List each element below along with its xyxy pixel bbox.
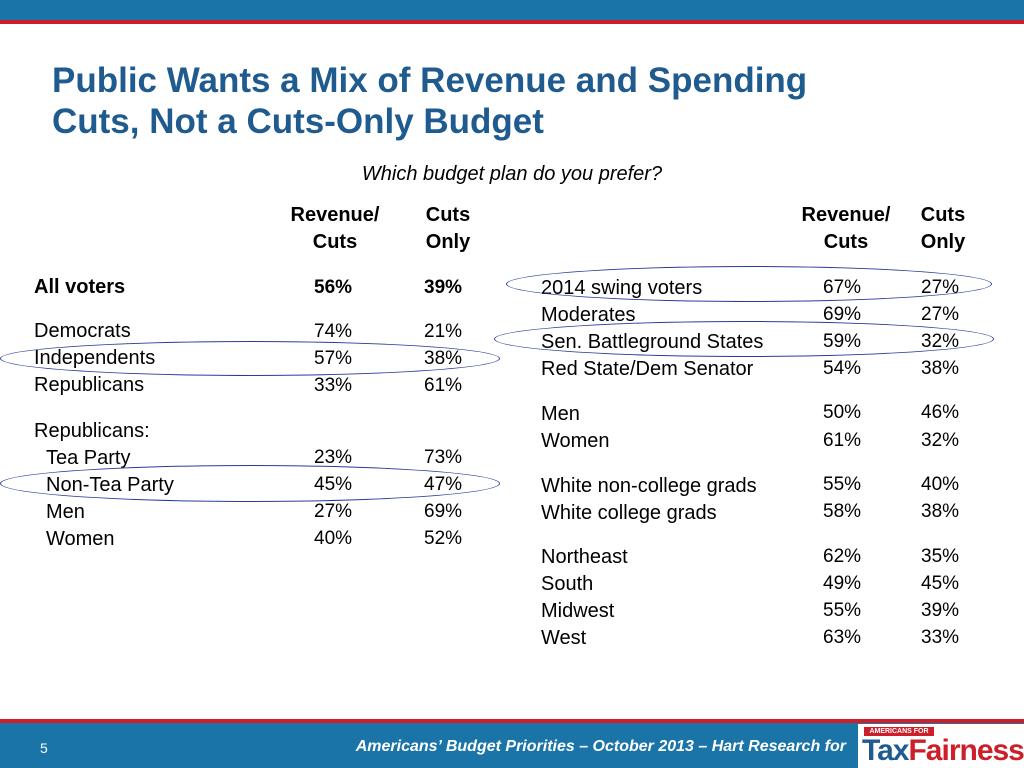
right-row-label: Midwest [541, 600, 615, 622]
right-row-cuts: 40% [921, 474, 960, 495]
right-row-revenue: 62% [823, 546, 862, 567]
left-row-revenue: 23% [314, 447, 353, 468]
left-row-label: Tea Party [46, 447, 131, 469]
highlight-ellipse-non-tea-party [0, 465, 500, 502]
right-row-cuts: 33% [921, 627, 960, 648]
title-line-2: Cuts, Not a Cuts-Only Budget [52, 102, 544, 141]
right-row-label: Red State/Dem Senator [541, 358, 754, 380]
right-row-revenue: 55% [823, 474, 862, 495]
right-row-label: Women [541, 430, 610, 452]
left-row-label: Women [46, 528, 115, 550]
right-row-revenue: 58% [823, 501, 862, 522]
right-row-revenue: 63% [823, 627, 862, 648]
left-row-cuts: 39% [424, 277, 463, 298]
right-row-revenue: 50% [823, 402, 862, 423]
right-row-revenue: 55% [823, 600, 862, 621]
right-row-cuts: 45% [921, 573, 960, 594]
left-header-revenue-line2: Cuts [312, 231, 358, 253]
logo-tax: Tax [862, 734, 909, 767]
left-row-cuts: 73% [424, 447, 463, 468]
left-row-cuts: 21% [424, 321, 463, 342]
left-header-cuts-line1: Cuts [425, 204, 471, 226]
right-row-label: South [541, 573, 594, 595]
logo-wordmark: TaxFairness [862, 734, 1024, 768]
tax-fairness-logo: AMERICANS FOR TaxFairness [858, 724, 1024, 768]
left-row-revenue: 33% [314, 375, 353, 396]
right-row-revenue: 61% [823, 430, 862, 451]
slide-title: Public Wants a Mix of Revenue and Spendi… [52, 60, 992, 142]
right-row-cuts: 39% [921, 600, 960, 621]
footer-bar [0, 723, 1024, 768]
left-row-label: Democrats [34, 320, 131, 342]
left-row-label: Republicans [34, 374, 145, 396]
right-row-label: White non-college grads [541, 475, 757, 497]
right-header-cuts-line1: Cuts [920, 204, 966, 226]
left-row-revenue: 74% [314, 321, 353, 342]
page-number: 5 [40, 740, 48, 756]
left-row-revenue: 27% [314, 501, 353, 522]
right-row-revenue: 54% [823, 358, 862, 379]
right-header-revenue-line2: Cuts [823, 231, 869, 253]
right-row-revenue: 49% [823, 573, 862, 594]
left-row-cuts: 69% [424, 501, 463, 522]
highlight-ellipse-battleground [494, 321, 994, 357]
footer-text: Americans’ Budget Priorities – October 2… [355, 738, 846, 755]
left-row-cuts: 61% [424, 375, 463, 396]
highlight-ellipse-swing-voters [506, 266, 992, 302]
left-group-label: Republicans: [34, 420, 150, 442]
logo-top-text: AMERICANS FOR [864, 727, 934, 736]
title-line-1: Public Wants a Mix of Revenue and Spendi… [52, 61, 808, 100]
right-row-cuts: 38% [921, 358, 960, 379]
right-header-cuts: Cuts Only [905, 202, 981, 256]
logo-fairness: Fairness [908, 734, 1024, 767]
right-row-label: Moderates [541, 304, 636, 326]
left-row-cuts: 52% [424, 528, 463, 549]
left-header-revenue: Revenue/ Cuts [280, 202, 390, 256]
right-row-label: Northeast [541, 546, 628, 568]
right-row-revenue: 69% [823, 304, 862, 325]
right-row-cuts: 38% [921, 501, 960, 522]
right-header-cuts-line2: Only [920, 231, 966, 253]
right-row-label: West [541, 627, 587, 649]
left-header-revenue-line1: Revenue/ [290, 204, 380, 226]
right-row-cuts: 27% [921, 304, 960, 325]
survey-question: Which budget plan do you prefer? [361, 163, 663, 185]
left-row-label: Men [46, 501, 85, 523]
right-row-cuts: 35% [921, 546, 960, 567]
left-row-label: All voters [34, 276, 126, 298]
left-header-cuts-line2: Only [425, 231, 471, 253]
right-row-label: Men [541, 403, 580, 425]
right-row-label: White college grads [541, 502, 717, 524]
footer-rule [0, 719, 1024, 723]
top-bar [0, 0, 1024, 20]
left-row-revenue: 40% [314, 528, 353, 549]
top-rule [0, 20, 1024, 24]
left-row-revenue: 56% [314, 277, 353, 298]
right-row-cuts: 46% [921, 402, 960, 423]
right-row-cuts: 32% [921, 430, 960, 451]
right-header-revenue-line1: Revenue/ [801, 204, 891, 226]
highlight-ellipse-independents [0, 341, 500, 376]
left-header-cuts: Cuts Only [410, 202, 486, 256]
right-header-revenue: Revenue/ Cuts [788, 202, 904, 256]
